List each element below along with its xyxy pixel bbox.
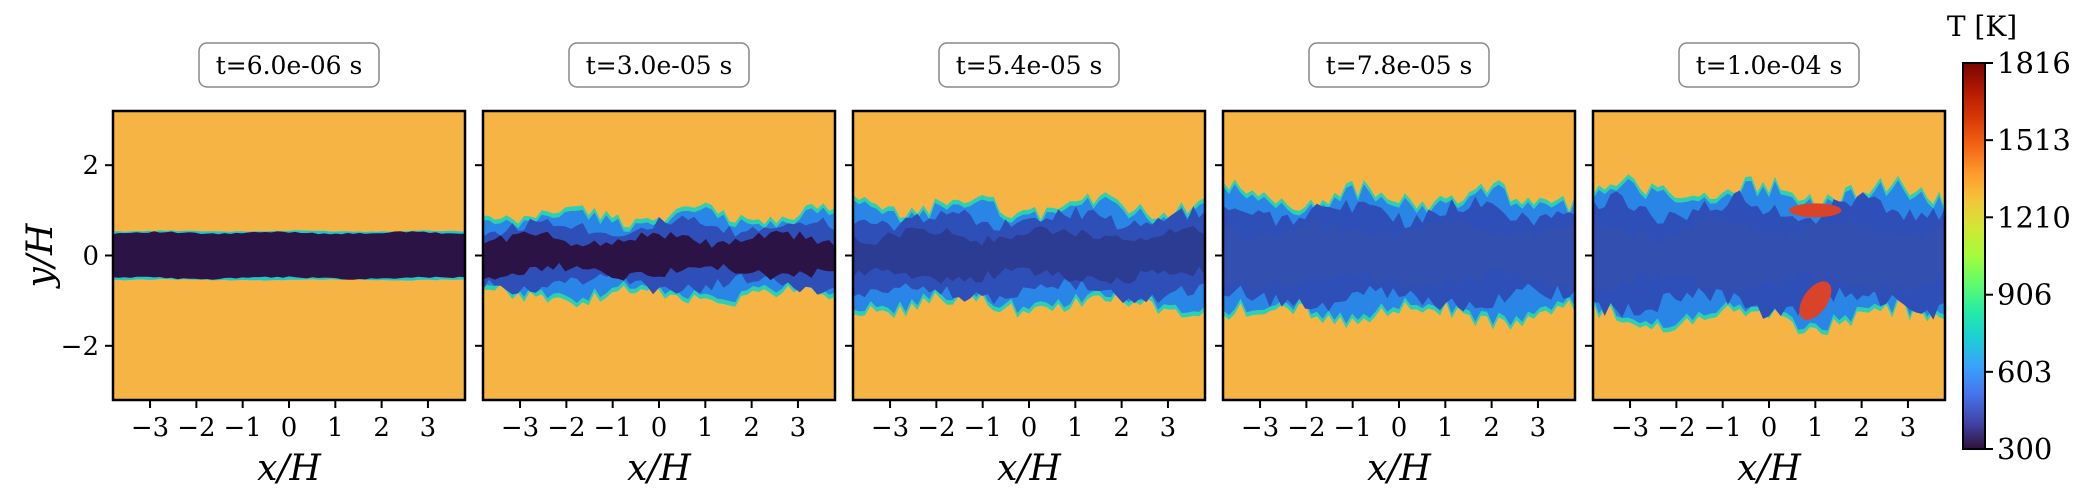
x-tick-label: 2 [1853,413,1870,443]
x-tick-label: 1 [1067,413,1084,443]
x-tick-label: 1 [1807,413,1824,443]
x-tick-label: −1 [594,413,632,443]
ignition-kernel-upper [1789,203,1842,218]
time-label-box [1678,42,1860,88]
x-tick-label: −3 [871,413,909,443]
time-label: t=5.4e-05 s [956,51,1103,80]
x-tick-label: 1 [327,413,344,443]
x-tick-label: −3 [1241,413,1279,443]
x-tick-label: −2 [177,413,215,443]
colorbar-tick-label: 603 [1997,355,2052,389]
x-tick-label: 3 [1160,413,1177,443]
y-tick-label: −2 [61,332,99,362]
x-tick-label: 2 [373,413,390,443]
x-tick-label: −3 [131,413,169,443]
x-tick-label: −2 [1657,413,1695,443]
x-tick-label: 3 [790,413,807,443]
x-tick-label: −1 [1704,413,1742,443]
panel-2: −3 −2 −1 0 1 2 3 x/H t=3.0e-05 s [475,42,837,489]
x-tick-label: 3 [420,413,437,443]
y-tick-label: 0 [82,242,99,272]
colorbar-tick-label: 906 [1997,278,2052,312]
time-label: t=7.8e-05 s [1326,51,1473,80]
x-tick-label: 2 [743,413,760,443]
x-tick-label: 0 [651,413,668,443]
time-label: t=6.0e-06 s [216,51,363,80]
x-axis-label: x/H [997,448,1061,489]
time-label-box [1308,42,1490,88]
jet-core [853,225,1205,284]
x-tick-label: 0 [1761,413,1778,443]
x-axis-label: x/H [627,448,691,489]
panel-5: −3 −2 −1 0 1 2 3 x/H t=1.0e-04 s [1585,42,1947,489]
x-axis-label: x/H [1367,448,1431,489]
x-tick-label: −2 [1287,413,1325,443]
x-tick-label: −3 [501,413,539,443]
y-tick-label: 2 [82,151,99,181]
x-tick-label: 1 [697,413,714,443]
temperature-field-1 [113,111,465,400]
temperature-field-3 [853,111,1205,400]
x-tick-label: −2 [547,413,585,443]
jet-core [113,231,465,280]
jet-core [1593,215,1945,296]
x-tick-label: −2 [917,413,955,443]
panel-4: −3 −2 −1 0 1 2 3 x/H t=7.8e-05 s [1215,42,1577,489]
x-tick-label: −1 [964,413,1002,443]
x-tick-label: 3 [1530,413,1547,443]
x-tick-label: 0 [281,413,298,443]
time-label-box [198,42,380,88]
x-tick-label: −1 [224,413,262,443]
temperature-field-4 [1223,111,1575,400]
x-tick-label: 1 [1437,413,1454,443]
x-tick-label: 2 [1483,413,1500,443]
x-tick-label: 3 [1900,413,1917,443]
time-label: t=1.0e-04 s [1696,51,1843,80]
colorbar-gradient [1962,62,1986,450]
x-tick-label: −3 [1611,413,1649,443]
y-axis-label: y/H [20,223,61,289]
temperature-field-5 [1593,111,1945,400]
colorbar-label: T [K] [1947,10,2017,43]
temperature-field-2 [483,111,835,400]
x-tick-label: −1 [1334,413,1372,443]
x-axis-label: x/H [257,448,321,489]
time-label: t=3.0e-05 s [586,51,733,80]
colorbar-tick-label: 1513 [1997,123,2071,157]
time-label-box [938,42,1120,88]
jet-core [1223,219,1575,293]
x-axis-label: x/H [1737,448,1801,489]
colorbar-tick-label: 300 [1997,432,2052,466]
x-tick-label: 0 [1391,413,1408,443]
x-tick-label: 0 [1021,413,1038,443]
ignition-kernel-lower [1799,281,1832,320]
panel-3: −3 −2 −1 0 1 2 3 x/H t=5.4e-05 s [845,42,1207,489]
time-label-box [568,42,750,88]
colorbar-tick-label: 1210 [1997,200,2071,234]
colorbar-tick-label: 1816 [1997,46,2071,80]
x-tick-label: 2 [1113,413,1130,443]
jet-core [483,230,835,281]
